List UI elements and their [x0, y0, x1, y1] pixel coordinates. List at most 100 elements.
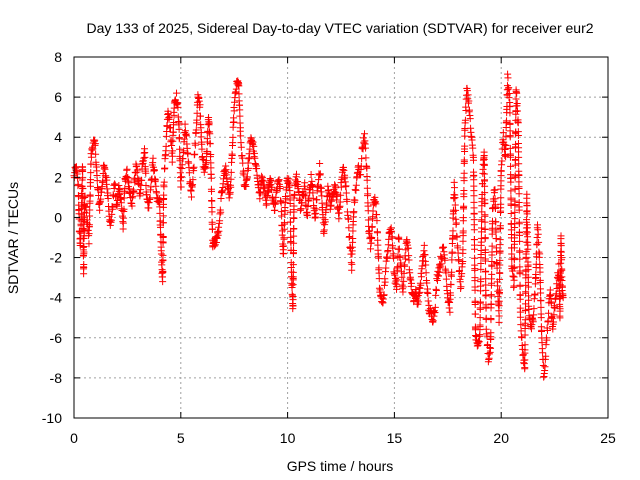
data-point — [74, 180, 82, 188]
data-point — [465, 97, 473, 105]
data-point — [192, 126, 200, 134]
data-point — [543, 336, 551, 344]
data-point — [213, 234, 221, 242]
data-point — [521, 322, 529, 330]
data-point — [214, 231, 222, 239]
data-point — [293, 170, 300, 178]
data-point — [316, 170, 324, 178]
data-point — [230, 118, 238, 126]
data-point — [551, 304, 559, 312]
data-point — [470, 176, 478, 184]
data-point — [237, 132, 245, 140]
data-point — [243, 173, 251, 181]
data-point — [432, 286, 440, 294]
data-point — [515, 220, 523, 228]
data-point — [107, 216, 115, 224]
data-point — [420, 241, 428, 249]
data-point — [417, 273, 425, 281]
y-tick-label: -2 — [50, 250, 63, 266]
y-tick-label: -4 — [50, 290, 63, 306]
data-point — [491, 186, 499, 194]
data-point — [182, 132, 190, 140]
data-point — [460, 202, 468, 210]
data-point — [558, 256, 566, 264]
data-point — [169, 137, 177, 145]
data-point — [471, 254, 479, 262]
data-point — [441, 256, 449, 264]
data-point — [513, 107, 521, 115]
data-point — [514, 119, 522, 127]
data-point — [162, 142, 170, 150]
data-point — [348, 260, 356, 268]
data-point — [337, 191, 345, 199]
data-point — [511, 208, 519, 216]
data-point — [229, 133, 237, 141]
data-point — [202, 157, 210, 165]
data-point — [492, 228, 500, 236]
data-point — [515, 199, 523, 207]
data-point — [393, 276, 401, 284]
data-point — [460, 186, 468, 194]
data-point — [116, 186, 124, 194]
data-point — [363, 164, 371, 172]
data-point — [514, 132, 522, 140]
data-point — [542, 341, 550, 349]
data-point — [342, 182, 350, 190]
data-point — [255, 188, 263, 196]
data-point — [131, 178, 139, 186]
data-point — [205, 119, 213, 127]
data-point — [480, 161, 488, 169]
data-point — [178, 161, 186, 169]
data-point — [513, 100, 521, 108]
data-point — [481, 199, 489, 207]
data-point — [487, 292, 495, 300]
data-point — [521, 364, 529, 372]
data-point — [152, 176, 160, 184]
data-point — [294, 178, 302, 186]
data-point — [119, 218, 127, 226]
data-point — [80, 228, 88, 236]
data-point — [423, 279, 431, 287]
data-point — [207, 150, 215, 158]
data-point — [217, 208, 225, 216]
data-point — [103, 185, 111, 193]
data-point — [405, 256, 413, 264]
data-point — [461, 116, 469, 124]
data-point — [331, 181, 339, 189]
y-tick-label: 4 — [54, 129, 62, 145]
data-point — [80, 261, 88, 269]
data-point — [117, 199, 125, 207]
data-point — [483, 332, 491, 340]
data-point — [472, 324, 480, 332]
data-point — [471, 286, 479, 294]
data-point — [160, 191, 168, 199]
data-point — [289, 302, 297, 310]
data-point — [289, 293, 297, 301]
data-point — [506, 151, 514, 159]
data-point — [497, 200, 505, 208]
data-point — [230, 107, 238, 115]
data-point — [541, 363, 549, 371]
data-point — [507, 209, 515, 217]
data-point — [168, 141, 176, 149]
data-point — [291, 191, 299, 199]
data-point — [497, 167, 505, 175]
data-point — [515, 153, 523, 161]
x-tick-label: 15 — [387, 430, 403, 446]
data-point — [208, 208, 216, 216]
data-point — [492, 234, 500, 242]
data-point — [471, 310, 479, 318]
data-point — [471, 274, 479, 282]
data-point — [290, 232, 298, 240]
data-point — [196, 112, 204, 120]
data-point — [168, 158, 176, 166]
data-point — [495, 318, 503, 326]
data-point — [271, 206, 279, 214]
data-point — [174, 103, 182, 111]
data-point — [459, 227, 467, 235]
data-point — [103, 176, 111, 184]
data-point — [312, 205, 320, 213]
data-point — [147, 183, 155, 191]
data-point — [96, 206, 104, 214]
data-point — [175, 125, 183, 133]
